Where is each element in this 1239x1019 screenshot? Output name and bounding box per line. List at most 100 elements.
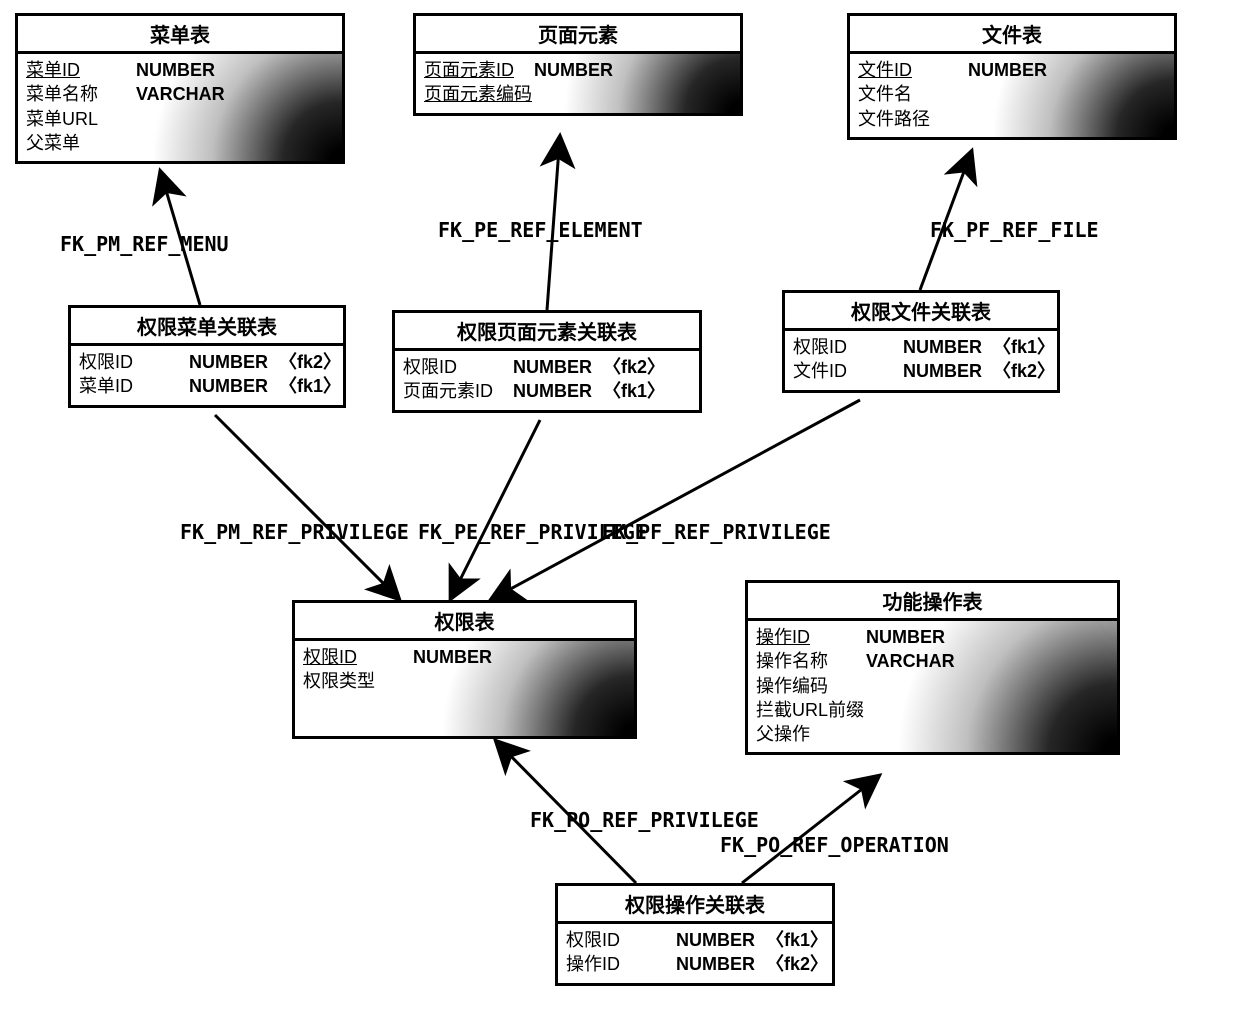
col-fk: 〈fk2〉 <box>993 359 1063 383</box>
table-row: 权限IDNUMBER〈fk2〉 <box>79 350 335 374</box>
entity-priv-page: 权限页面元素关联表 权限IDNUMBER〈fk2〉 页面元素IDNUMBER〈f… <box>392 310 702 413</box>
entity-body: 权限IDNUMBER〈fk1〉 文件IDNUMBER〈fk2〉 <box>785 331 1057 390</box>
entity-title: 权限表 <box>295 603 634 641</box>
table-row: 操作IDNUMBER〈fk2〉 <box>566 952 824 976</box>
fk-label-pm-menu: FK_PM_REF_MENU <box>60 232 229 256</box>
table-row: 父操作 <box>756 722 1109 746</box>
table-row: 菜单IDNUMBER〈fk1〉 <box>79 374 335 398</box>
table-row: 页面元素IDNUMBER〈fk1〉 <box>403 379 691 403</box>
col-fk: 〈fk2〉 <box>279 350 349 374</box>
entity-title: 权限文件关联表 <box>785 293 1057 331</box>
col-name: 操作ID <box>566 952 676 976</box>
fk-label-pf-file: FK_PF_REF_FILE <box>930 218 1099 242</box>
col-name: 页面元素ID <box>424 58 534 82</box>
entity-body: 权限IDNUMBER〈fk2〉 页面元素IDNUMBER〈fk1〉 <box>395 351 699 410</box>
col-type: NUMBER <box>676 928 766 952</box>
col-name: 权限ID <box>793 335 903 359</box>
col-type: NUMBER <box>513 379 603 403</box>
table-row: 文件IDNUMBER <box>858 58 1166 82</box>
table-row: 权限IDNUMBER〈fk2〉 <box>403 355 691 379</box>
col-type: NUMBER <box>189 350 279 374</box>
table-row: 菜单URL <box>26 107 334 131</box>
entity-body: 权限IDNUMBER 权限类型 <box>295 641 634 736</box>
col-name: 页面元素ID <box>403 379 513 403</box>
table-row: 操作名称VARCHAR <box>756 649 1109 673</box>
col-name: 菜单名称 <box>26 82 136 106</box>
table-row: 页面元素编码 <box>424 82 732 106</box>
col-name: 文件名 <box>858 82 968 106</box>
table-row: 权限IDNUMBER〈fk1〉 <box>793 335 1049 359</box>
col-name: 菜单ID <box>26 58 136 82</box>
col-fk: 〈fk1〉 <box>603 379 673 403</box>
col-name: 菜单URL <box>26 107 136 131</box>
table-row: 菜单IDNUMBER <box>26 58 334 82</box>
col-name: 权限ID <box>403 355 513 379</box>
col-name: 权限ID <box>566 928 676 952</box>
fk-label-po-op: FK_PO_REF_OPERATION <box>720 833 949 857</box>
entity-priv-op: 权限操作关联表 权限IDNUMBER〈fk1〉 操作IDNUMBER〈fk2〉 <box>555 883 835 986</box>
col-type: NUMBER <box>903 335 993 359</box>
col-name: 文件ID <box>793 359 903 383</box>
table-row: 父菜单 <box>26 131 334 155</box>
col-type: NUMBER <box>136 58 226 82</box>
col-name: 权限ID <box>303 645 413 669</box>
col-name: 文件路径 <box>858 107 968 131</box>
col-name: 权限ID <box>79 350 189 374</box>
entity-body: 权限IDNUMBER〈fk1〉 操作IDNUMBER〈fk2〉 <box>558 924 832 983</box>
col-type: NUMBER <box>968 58 1058 82</box>
col-name: 操作ID <box>756 625 866 649</box>
entity-body: 权限IDNUMBER〈fk2〉 菜单IDNUMBER〈fk1〉 <box>71 346 343 405</box>
col-fk: 〈fk1〉 <box>766 928 836 952</box>
entity-title: 页面元素 <box>416 16 740 54</box>
table-row: 文件名 <box>858 82 1166 106</box>
table-row: 菜单名称VARCHAR <box>26 82 334 106</box>
entity-title: 文件表 <box>850 16 1174 54</box>
col-type: NUMBER <box>676 952 766 976</box>
table-row: 权限类型 <box>303 669 626 693</box>
table-row: 权限IDNUMBER <box>303 645 626 669</box>
table-row: 操作编码 <box>756 674 1109 698</box>
col-type: NUMBER <box>413 645 503 669</box>
col-fk: 〈fk1〉 <box>993 335 1063 359</box>
entity-body: 菜单IDNUMBER 菜单名称VARCHAR 菜单URL 父菜单 <box>18 54 342 161</box>
col-name: 拦截URL前缀 <box>756 698 866 722</box>
arrow-pf-priv <box>490 400 860 600</box>
table-row: 拦截URL前缀 <box>756 698 1109 722</box>
col-fk: 〈fk1〉 <box>279 374 349 398</box>
col-name: 文件ID <box>858 58 968 82</box>
entity-body: 文件IDNUMBER 文件名 文件路径 <box>850 54 1174 137</box>
col-type: NUMBER <box>866 625 956 649</box>
entity-title: 权限菜单关联表 <box>71 308 343 346</box>
entity-privilege: 权限表 权限IDNUMBER 权限类型 <box>292 600 637 739</box>
entity-priv-file: 权限文件关联表 权限IDNUMBER〈fk1〉 文件IDNUMBER〈fk2〉 <box>782 290 1060 393</box>
table-row: 操作IDNUMBER <box>756 625 1109 649</box>
table-row: 权限IDNUMBER〈fk1〉 <box>566 928 824 952</box>
entity-menu: 菜单表 菜单IDNUMBER 菜单名称VARCHAR 菜单URL 父菜单 <box>15 13 345 164</box>
col-fk: 〈fk2〉 <box>766 952 836 976</box>
table-row: 文件路径 <box>858 107 1166 131</box>
col-type: VARCHAR <box>136 82 226 106</box>
fk-label-pm-priv: FK_PM_REF_PRIVILEGE <box>180 520 409 544</box>
entity-body: 页面元素IDNUMBER 页面元素编码 <box>416 54 740 113</box>
entity-body: 操作IDNUMBER 操作名称VARCHAR 操作编码 拦截URL前缀 父操作 <box>748 621 1117 752</box>
fk-label-po-priv: FK_PO_REF_PRIVILEGE <box>530 808 759 832</box>
col-name: 父菜单 <box>26 131 136 155</box>
entity-title: 权限页面元素关联表 <box>395 313 699 351</box>
col-name: 菜单ID <box>79 374 189 398</box>
entity-title: 功能操作表 <box>748 583 1117 621</box>
col-fk: 〈fk2〉 <box>603 355 673 379</box>
fk-label-pe-element: FK_PE_REF_ELEMENT <box>438 218 643 242</box>
entity-file: 文件表 文件IDNUMBER 文件名 文件路径 <box>847 13 1177 140</box>
entity-page-element: 页面元素 页面元素IDNUMBER 页面元素编码 <box>413 13 743 116</box>
er-canvas: 菜单表 菜单IDNUMBER 菜单名称VARCHAR 菜单URL 父菜单 页面元… <box>0 0 1239 1019</box>
col-type: NUMBER <box>513 355 603 379</box>
col-type: NUMBER <box>189 374 279 398</box>
entity-title: 权限操作关联表 <box>558 886 832 924</box>
col-name: 页面元素编码 <box>424 82 534 106</box>
col-name: 操作编码 <box>756 674 866 698</box>
col-type: NUMBER <box>534 58 624 82</box>
arrow-po-op <box>742 775 880 883</box>
table-row: 页面元素IDNUMBER <box>424 58 732 82</box>
table-row: 文件IDNUMBER〈fk2〉 <box>793 359 1049 383</box>
entity-priv-menu: 权限菜单关联表 权限IDNUMBER〈fk2〉 菜单IDNUMBER〈fk1〉 <box>68 305 346 408</box>
